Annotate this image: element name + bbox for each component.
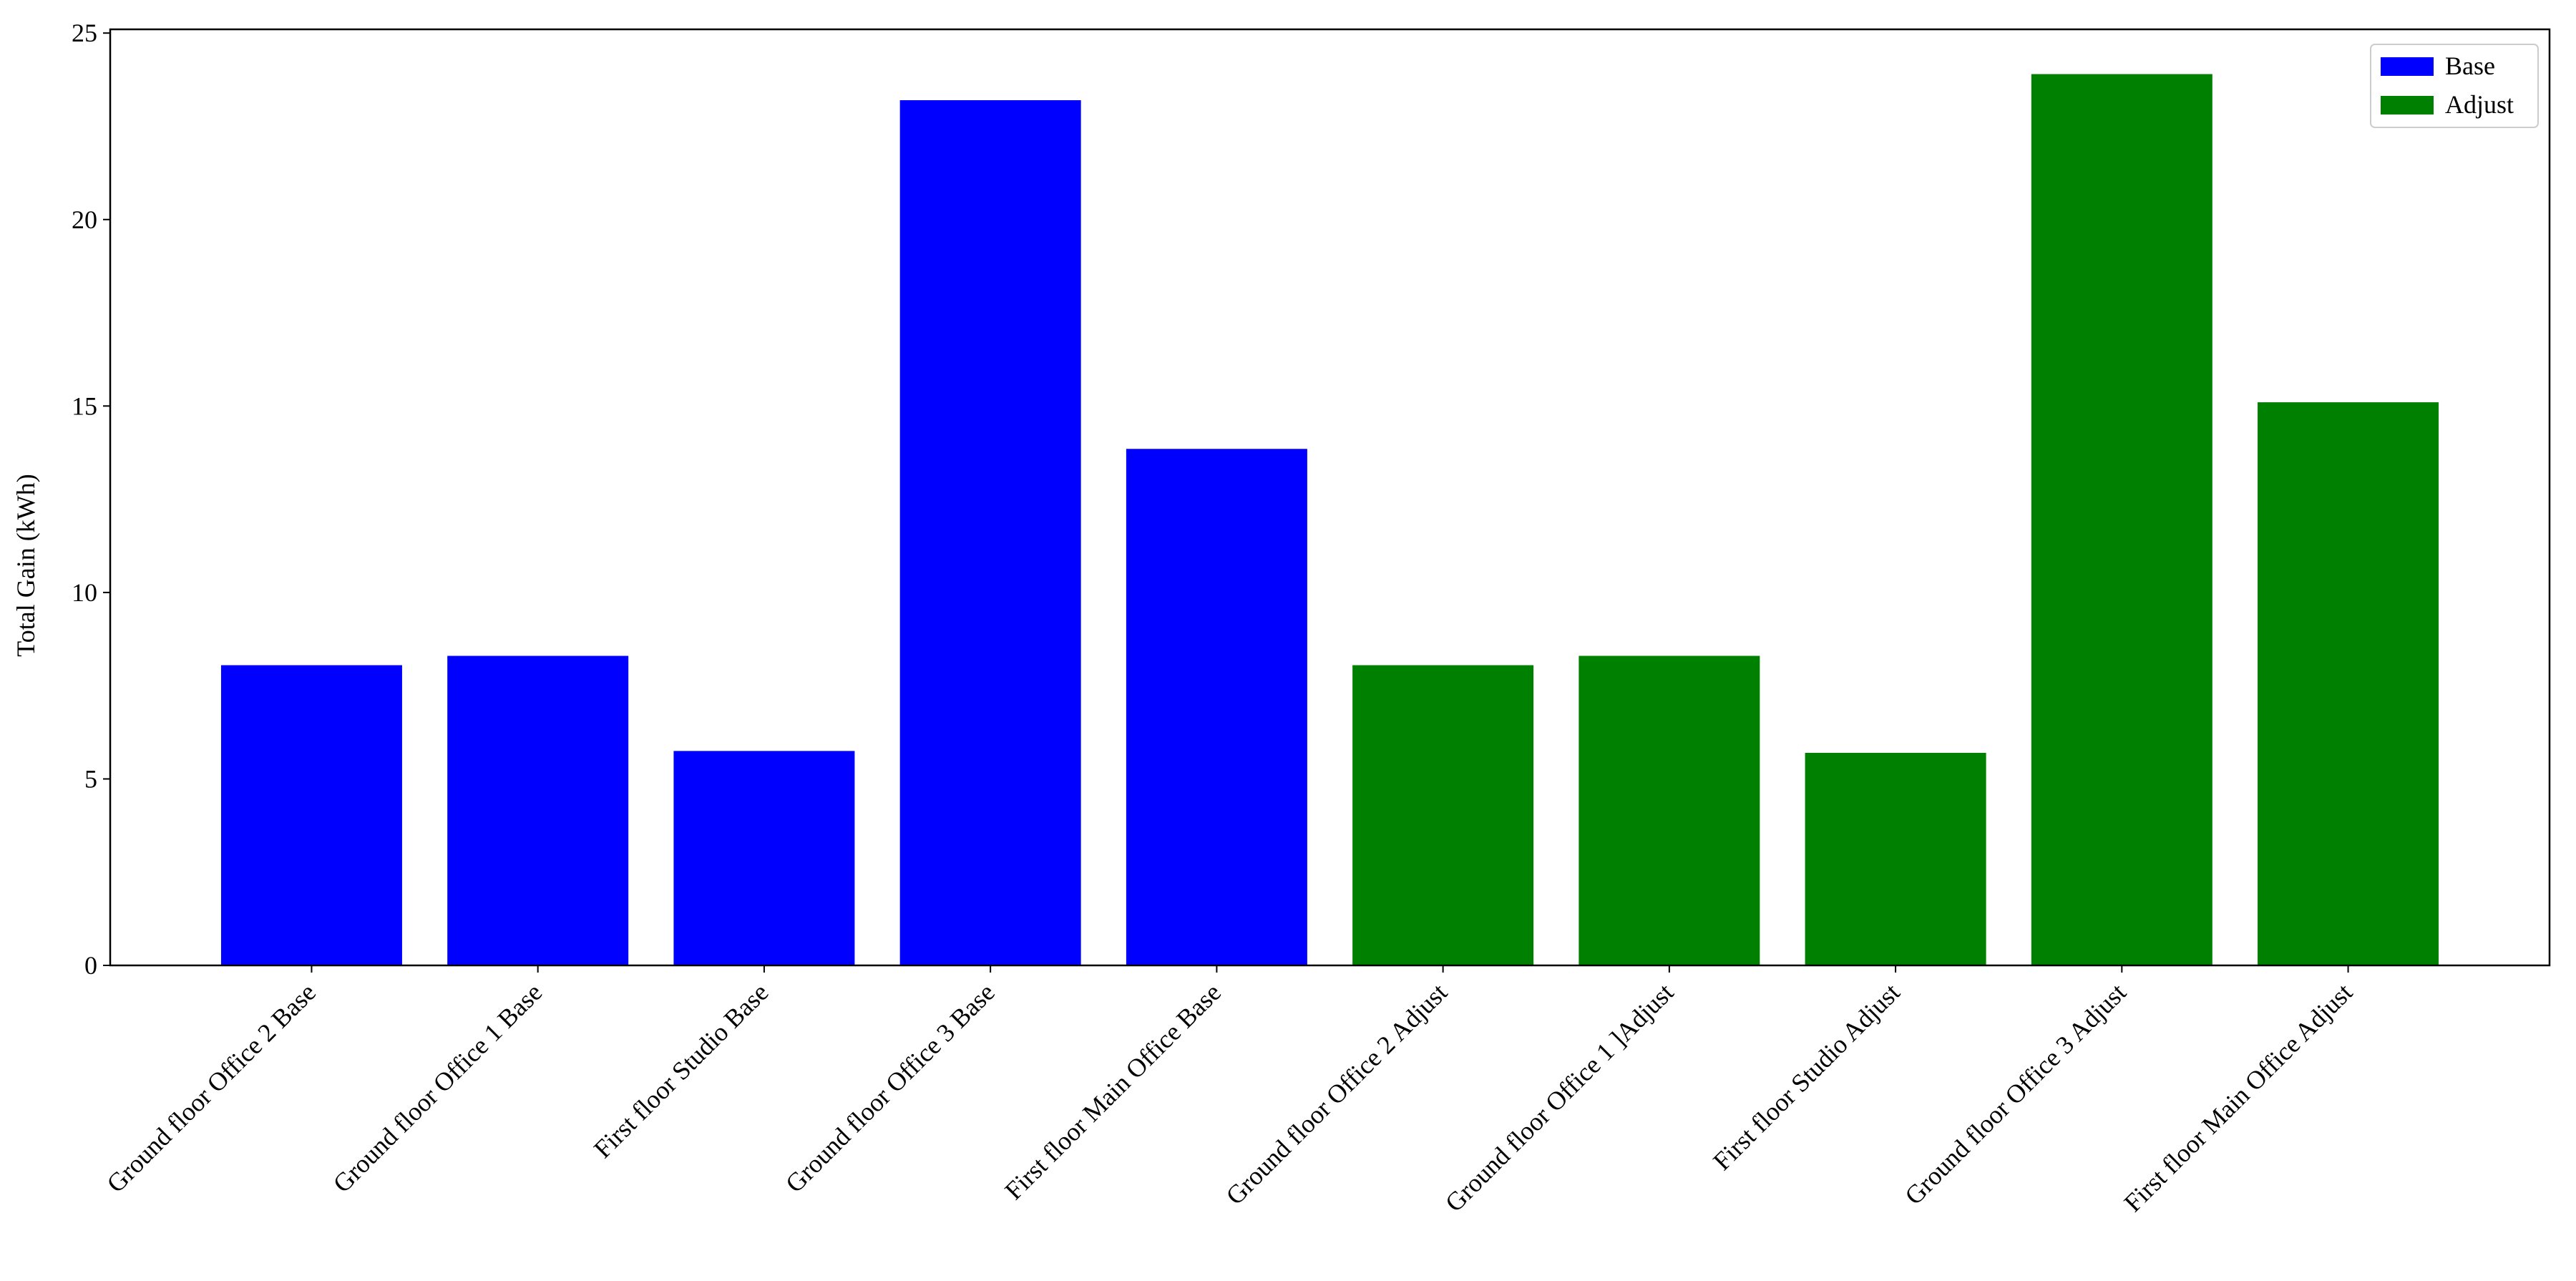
- bar: [2031, 74, 2212, 966]
- bar: [1805, 752, 1986, 965]
- bar: [1126, 449, 1307, 965]
- x-tick-label: First floor Main Office Base: [999, 978, 1226, 1205]
- x-tick-label: Ground floor Office 3 Adjust: [1899, 978, 2132, 1210]
- x-tick-label: Ground floor Office 2 Adjust: [1221, 978, 1453, 1210]
- x-tick-label: Ground floor Office 3 Base: [780, 978, 1000, 1198]
- y-tick-label: 10: [72, 578, 97, 607]
- bar: [1579, 656, 1760, 965]
- bar: [220, 665, 402, 965]
- x-tick-label: Ground floor Office 1 ]Adjust: [1440, 978, 1679, 1217]
- x-tick-label: Ground floor Office 2 Base: [101, 978, 321, 1198]
- y-axis-label: Total Gain (kWh): [11, 474, 40, 656]
- x-tick-label: First floor Main Office Adjust: [2119, 978, 2358, 1217]
- y-tick-label: 15: [72, 391, 97, 420]
- x-tick-label: First floor Studio Base: [588, 978, 774, 1164]
- bar: [447, 656, 629, 965]
- legend-label: Adjust: [2445, 90, 2514, 119]
- legend-swatch: [2381, 57, 2434, 76]
- y-tick-label: 20: [72, 205, 97, 234]
- y-tick-label: 5: [84, 764, 97, 793]
- x-tick-label: Ground floor Office 1 Base: [328, 978, 548, 1198]
- bar: [1352, 665, 1534, 965]
- y-tick-label: 0: [84, 951, 97, 980]
- plot-frame: [109, 28, 2551, 967]
- y-tick-label: 25: [72, 19, 97, 47]
- bar: [899, 100, 1081, 965]
- bar: [2258, 402, 2439, 965]
- legend-swatch: [2381, 96, 2434, 115]
- legend-label: Base: [2445, 52, 2495, 80]
- x-tick-label: First floor Studio Adjust: [1707, 978, 1906, 1176]
- bar: [673, 751, 855, 965]
